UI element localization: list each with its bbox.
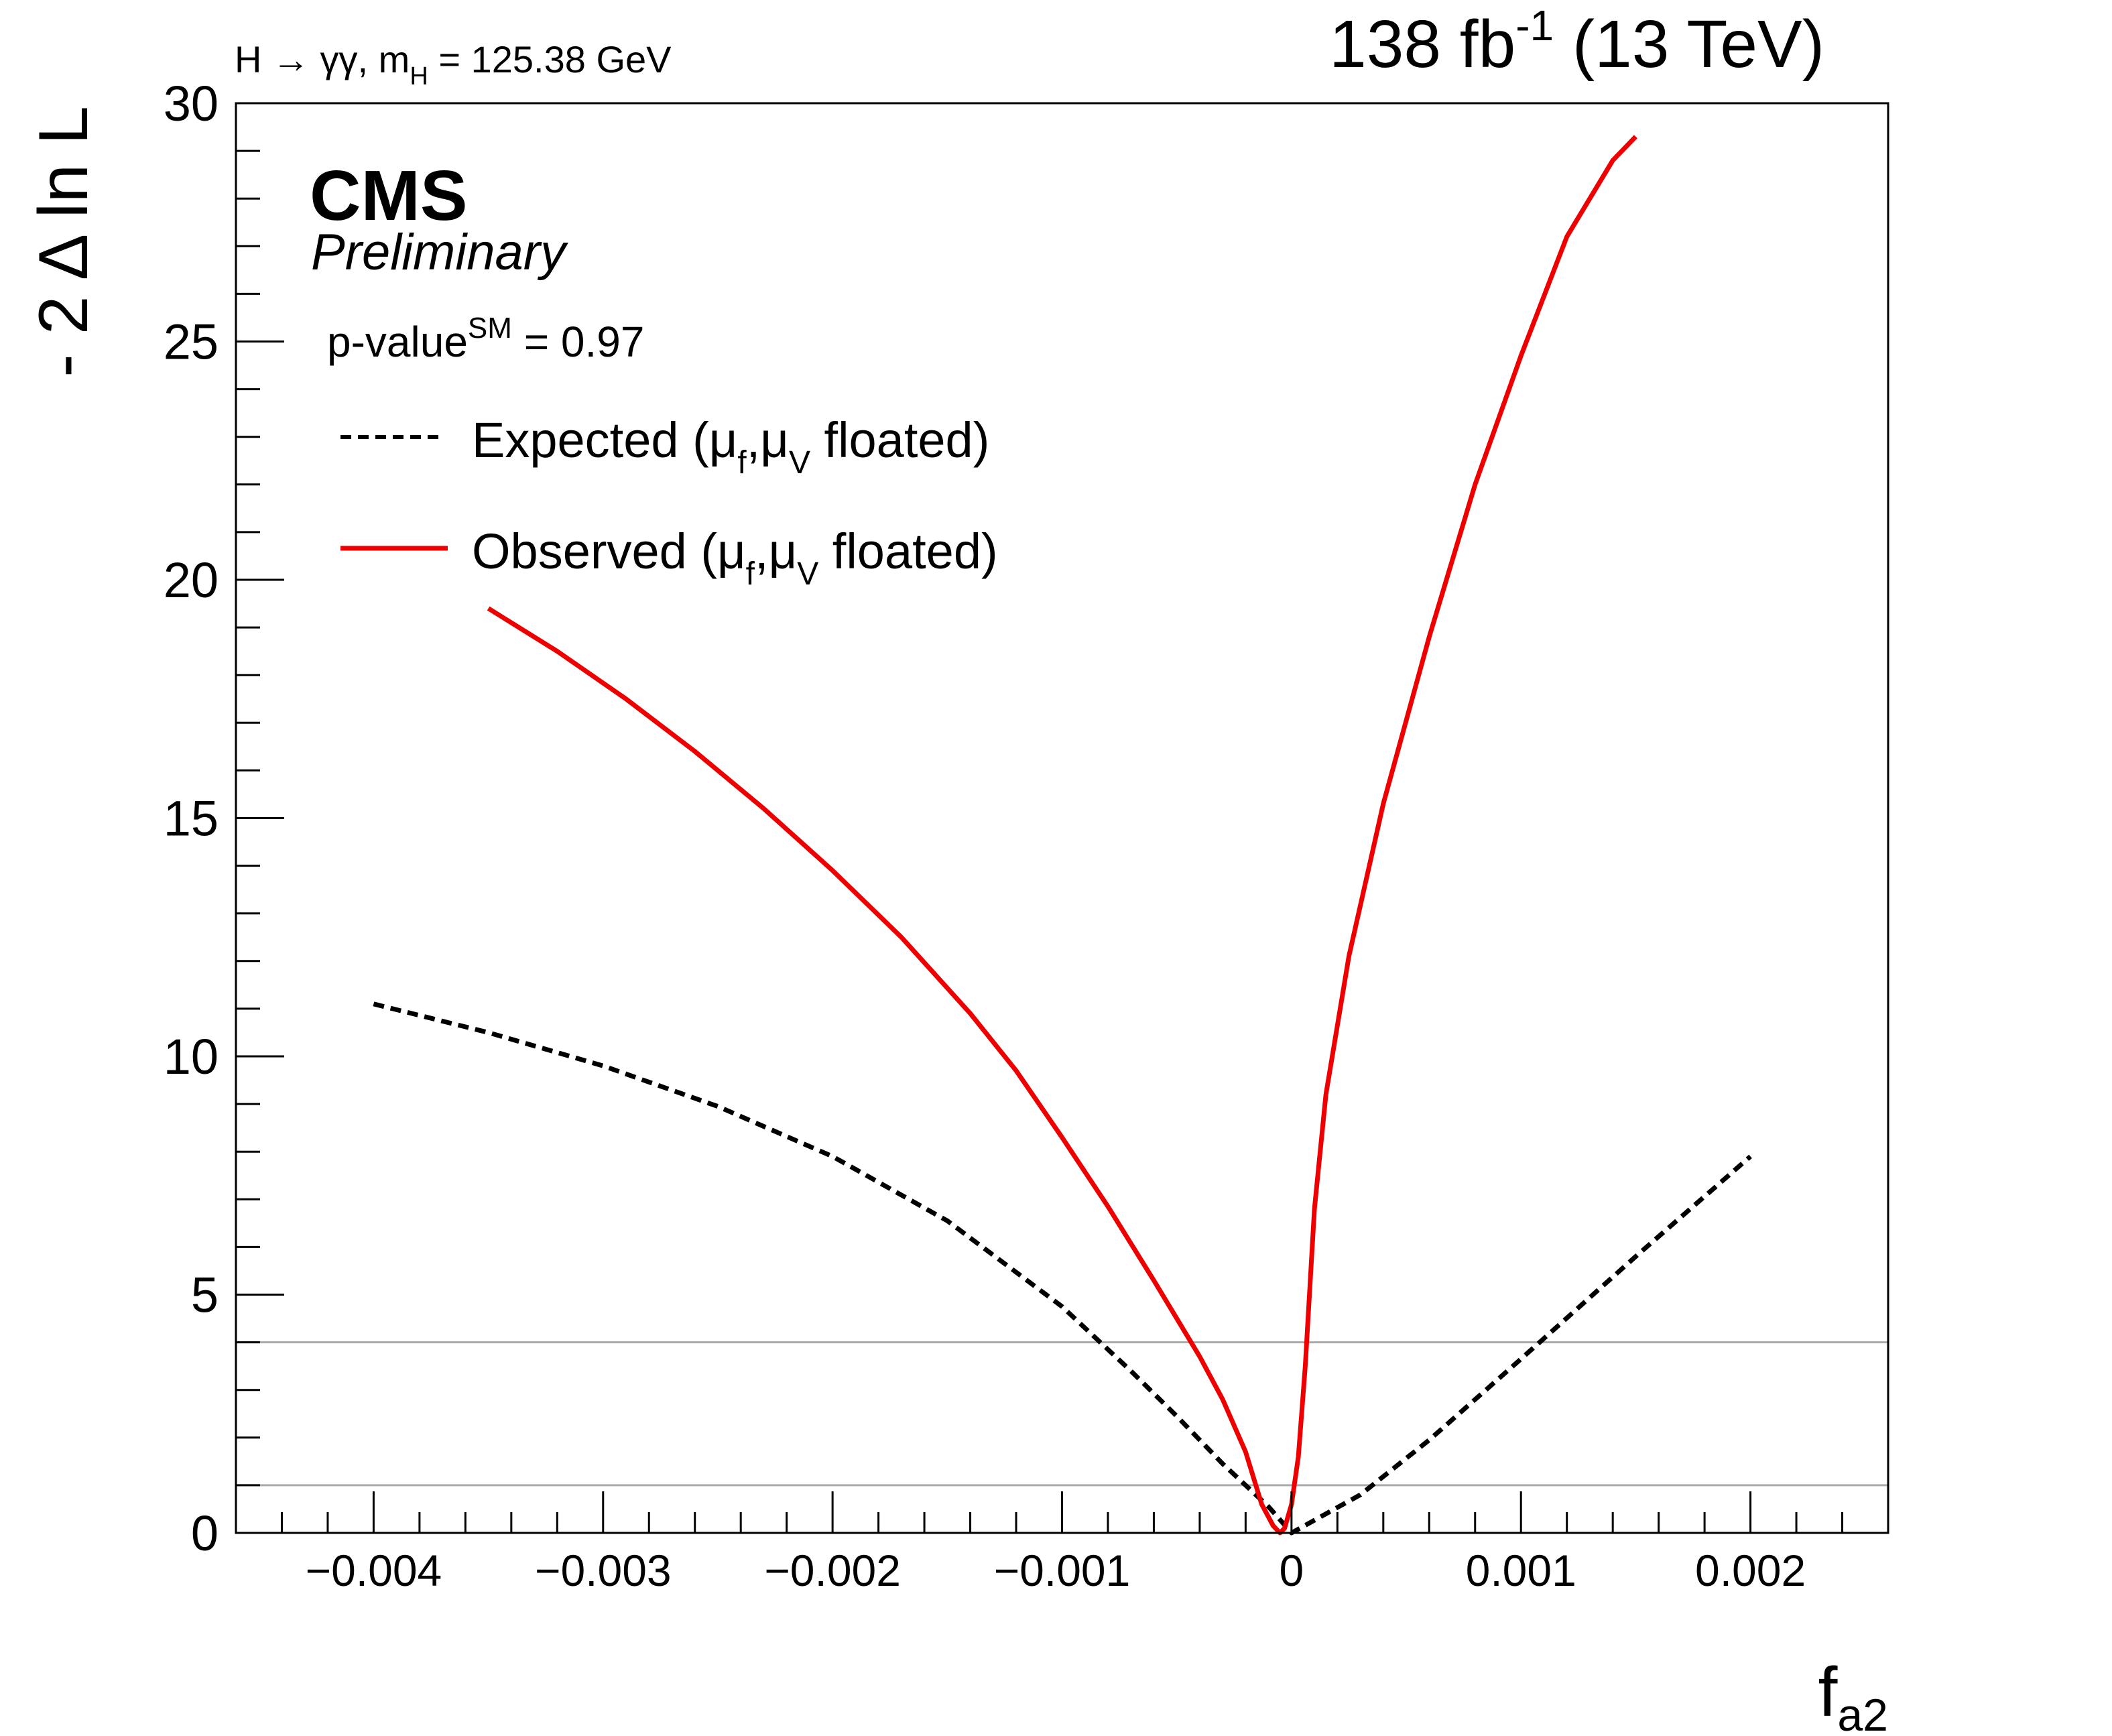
process-label: H → γγ, mH = 125.38 GeV xyxy=(235,38,672,90)
y-tick-label: 30 xyxy=(164,76,219,131)
pvalue-label: p-valueSM = 0.97 xyxy=(327,312,644,366)
y-tick-label: 0 xyxy=(191,1505,219,1561)
y-tick-label: 15 xyxy=(164,791,219,847)
x-axis-title: fa2 xyxy=(1818,1654,1888,1736)
x-tick-label: 0.002 xyxy=(1695,1546,1806,1595)
legend-observed-label: Observed (μf,μV floated) xyxy=(472,523,998,592)
reference-lines xyxy=(236,1341,1888,1487)
luminosity-label: 138 fb-1 (13 TeV) xyxy=(1329,1,1824,82)
y-tick-label: 25 xyxy=(164,314,219,370)
x-axis-ticks xyxy=(235,1491,1889,1533)
y-tick-label: 5 xyxy=(191,1267,219,1323)
observed-curve xyxy=(487,135,1637,1536)
legend-expected-label: Expected (μf,μV floated) xyxy=(472,412,989,481)
x-tick-label: −0.002 xyxy=(764,1546,901,1595)
y-tick-label: 10 xyxy=(164,1029,219,1084)
x-tick-label: −0.001 xyxy=(994,1546,1131,1595)
x-tick-label: −0.003 xyxy=(535,1546,672,1595)
x-tick-label: 0 xyxy=(1280,1546,1304,1595)
legend: Expected (μf,μV floated) Observed (μf,μV… xyxy=(340,412,998,592)
y-axis-title: - 2 Δ ln L xyxy=(25,106,103,377)
likelihood-curves xyxy=(373,135,1752,1536)
x-tick-label: 0.001 xyxy=(1466,1546,1576,1595)
cms-label: CMS xyxy=(310,156,468,235)
expected-curve xyxy=(373,1001,1752,1536)
x-axis-tick-labels: −0.004 −0.003 −0.002 −0.001 0 0.001 0.002 xyxy=(306,1546,1806,1595)
x-tick-label: −0.004 xyxy=(306,1546,442,1595)
preliminary-label: Preliminary xyxy=(311,224,568,281)
y-axis-tick-labels: 0 5 10 15 20 25 30 xyxy=(164,76,219,1561)
y-tick-label: 20 xyxy=(164,552,219,608)
y-axis-ticks xyxy=(236,102,284,1534)
